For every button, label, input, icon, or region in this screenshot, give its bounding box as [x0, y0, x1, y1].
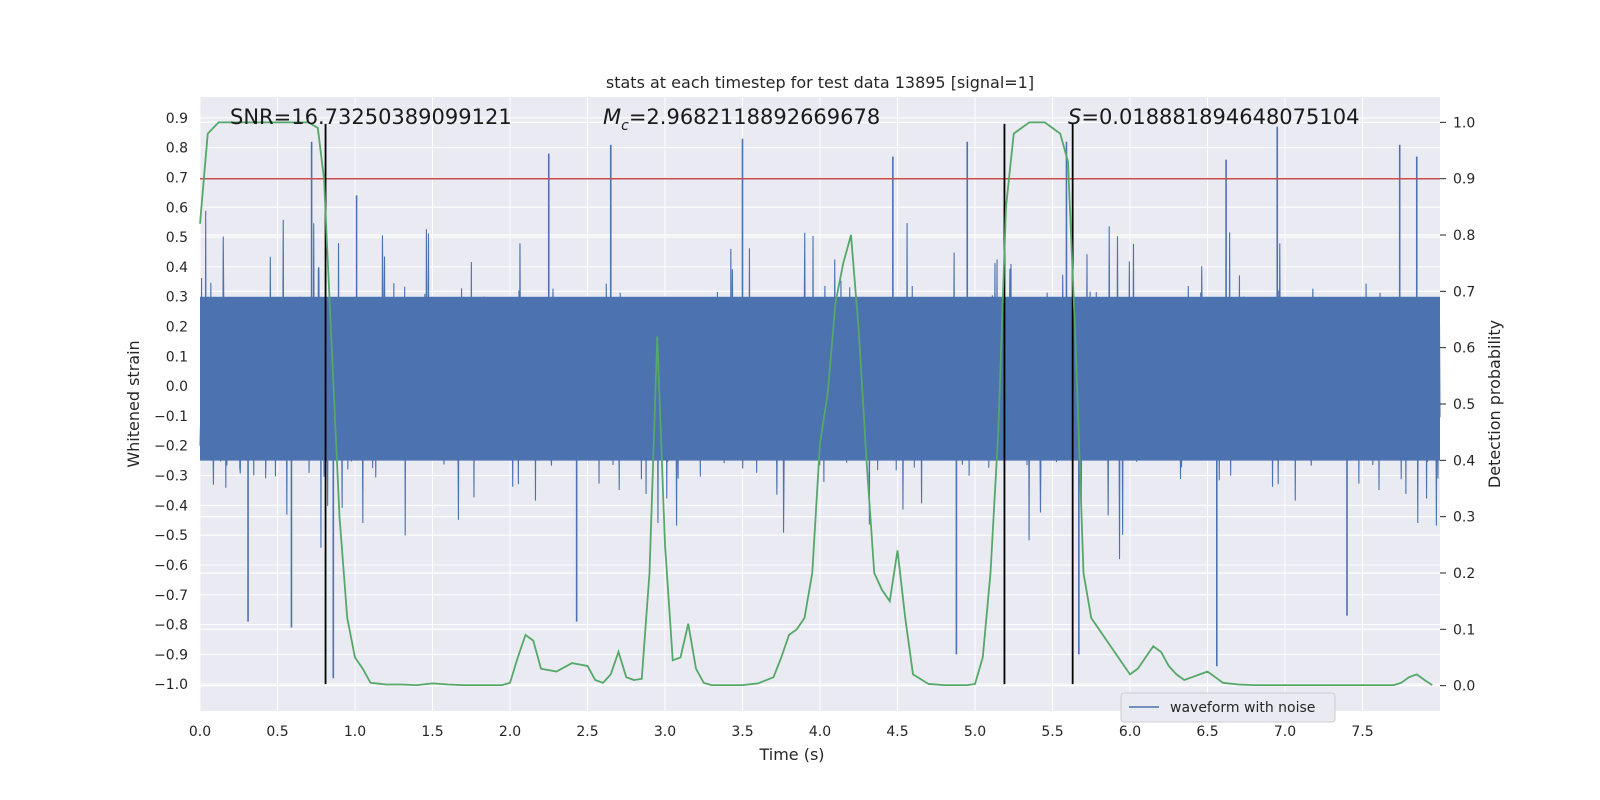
y-tick-label: −0.3: [154, 469, 188, 485]
x-tick-label: 2.0: [499, 724, 521, 740]
y-tick-label: −1.0: [154, 677, 188, 693]
x-tick-label: 1.5: [421, 724, 443, 740]
x-tick-label: 6.5: [1196, 724, 1218, 740]
legend-box: [1120, 692, 1336, 723]
y-tick-label: −0.7: [154, 588, 188, 604]
x-tick-label: 7.0: [1274, 724, 1296, 740]
x-tick-label: 3.0: [654, 724, 676, 740]
x-tick-label: 3.5: [731, 724, 753, 740]
x-tick-label: 1.0: [344, 724, 366, 740]
y-tick-label: −0.6: [154, 558, 188, 574]
y2-tick-label: 1.0: [1453, 115, 1475, 131]
s-annotation: S=0.018881894648075104: [1068, 105, 1359, 129]
x-tick-label: 5.0: [964, 724, 986, 740]
x-tick-label: 4.5: [886, 724, 908, 740]
y2-tick-label: 0.2: [1453, 566, 1475, 582]
y-tick-labels: 0.9 0.8 0.7 0.6 0.5 0.4 0.3 0.2 0.1 0.0 −0.1 −0.2 −0…: [154, 111, 188, 693]
y2-tick-label: 0.4: [1453, 453, 1475, 469]
y-tick-label: 0.0: [166, 379, 188, 395]
y2-tick-label: 0.0: [1453, 679, 1475, 695]
y2-tick-label: 0.6: [1453, 341, 1475, 357]
s-value: =0.018881894648075104: [1081, 105, 1359, 129]
y-axis-label: Whitened strain: [124, 340, 143, 467]
y-tick-label: −0.5: [154, 528, 188, 544]
y2-tick-label: 0.1: [1453, 622, 1475, 638]
waveform-series: [199, 126, 1441, 679]
mc-subscript: c: [621, 118, 629, 134]
y-tick-label: 0.6: [166, 200, 188, 216]
legend-label: waveform with noise: [1170, 700, 1315, 716]
y2-tick-label: 0.8: [1453, 228, 1475, 244]
y2-tick-labels: 1.0 0.9 0.8 0.7 0.6 0.5 0.4 0.3 0.2 0.1 0.0: [1440, 115, 1475, 695]
x-axis-label: Time (s): [758, 745, 824, 764]
x-tick-label: 5.5: [1041, 724, 1063, 740]
x-tick-label: 2.5: [576, 724, 598, 740]
y2-tick-label: 0.7: [1453, 284, 1475, 300]
y-tick-label: −0.9: [154, 647, 188, 663]
y-tick-label: 0.1: [166, 349, 188, 365]
y2-tick-label: 0.5: [1453, 397, 1475, 413]
s-symbol: S: [1068, 105, 1081, 129]
detection-probability-series: [199, 121, 1433, 686]
y-tick-label: 0.8: [166, 141, 188, 157]
y-tick-label: 0.5: [166, 230, 188, 246]
x-tick-label: 7.5: [1351, 724, 1373, 740]
y-tick-label: 0.9: [166, 111, 188, 127]
mc-value: =2.9682118892669678: [629, 105, 880, 129]
y-tick-label: 0.2: [166, 320, 188, 336]
legend: waveform with noise: [1120, 692, 1336, 723]
mc-annotation: Mc=2.9682118892669678: [603, 105, 880, 134]
y2-tick-label: 0.3: [1453, 510, 1475, 526]
x-tick-label: 0.5: [266, 724, 288, 740]
y-tick-label: 0.4: [166, 260, 188, 276]
y-tick-label: −0.8: [154, 618, 188, 634]
chart-title: stats at each timestep for test data 138…: [606, 73, 1034, 92]
waveform-core: [200, 296, 1440, 461]
x-tick-label: 6.0: [1119, 724, 1141, 740]
x-tick-label: 0.0: [189, 724, 211, 740]
y-tick-label: −0.4: [154, 498, 188, 514]
y-tick-label: −0.1: [154, 409, 188, 425]
detection-probability-line: [199, 121, 1433, 686]
mc-symbol: M: [603, 105, 621, 129]
y-tick-label: 0.7: [166, 170, 188, 186]
y2-axis-label: Detection probability: [1485, 320, 1504, 488]
y-tick-label: 0.3: [166, 290, 188, 306]
x-tick-label: 4.0: [809, 724, 831, 740]
snr-annotation: SNR=16.73250389099121: [230, 105, 512, 129]
y2-tick-label: 0.9: [1453, 172, 1475, 188]
y-tick-label: −0.2: [154, 439, 188, 455]
x-tick-labels: 0.0 0.5 1.0 1.5 2.0 2.5 3.0 3.5 4.0 4.5 5.0 5.5 6.0 6…: [189, 724, 1374, 740]
